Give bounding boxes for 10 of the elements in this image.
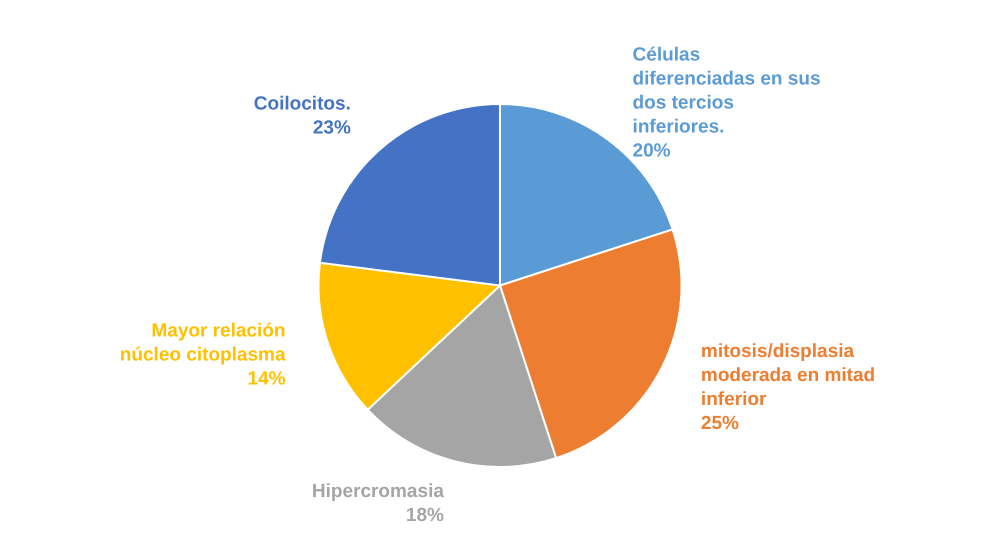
slice-label: mitosis/displasia moderada en mitad inferior [700, 341, 876, 410]
data-label: 23% [312, 118, 351, 139]
data-label: 14% [248, 368, 286, 390]
slice-label: Coilocitos. [254, 94, 351, 115]
data-label: 25% [700, 413, 740, 434]
slice-label: Mayor relación núcleo citoplasma [120, 320, 286, 366]
data-label: 20% [632, 140, 671, 162]
slice-label: Células diferenciadas en sus dos tercios inferiores. [632, 44, 821, 138]
data-label: 18% [406, 505, 444, 526]
slice-label: Hipercromasia [312, 481, 444, 502]
